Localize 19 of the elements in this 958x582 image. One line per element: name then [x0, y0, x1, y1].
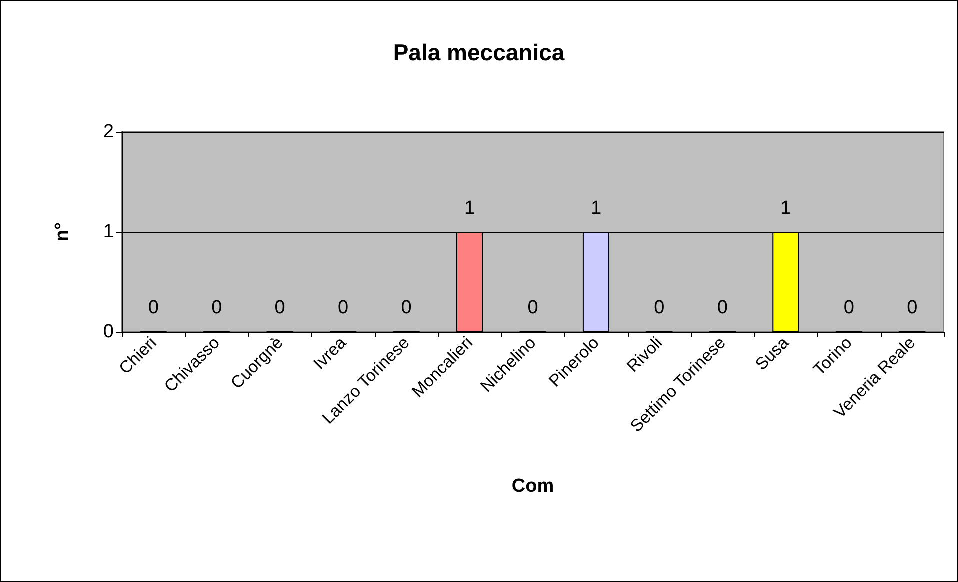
y-tick-label: 2 — [103, 122, 114, 142]
data-label: 0 — [907, 298, 918, 318]
data-label: 0 — [654, 298, 665, 318]
data-label: 0 — [844, 298, 854, 318]
y-tick-label: 1 — [103, 222, 114, 242]
x-axis-title: Com — [512, 476, 554, 497]
data-label: 0 — [212, 298, 222, 318]
data-label: 1 — [780, 198, 792, 219]
y-axis-title: n° — [52, 222, 73, 242]
data-label: 0 — [401, 298, 412, 318]
data-label: 0 — [528, 298, 538, 318]
data-label: 0 — [338, 298, 349, 318]
data-label: 0 — [274, 298, 286, 318]
data-label: 0 — [717, 298, 728, 318]
data-label: 1 — [464, 198, 476, 219]
data-label: 1 — [590, 198, 602, 219]
y-tick-label: 0 — [103, 322, 114, 342]
data-label: 0 — [148, 298, 159, 318]
chart-title: Pala meccanica — [393, 40, 565, 66]
